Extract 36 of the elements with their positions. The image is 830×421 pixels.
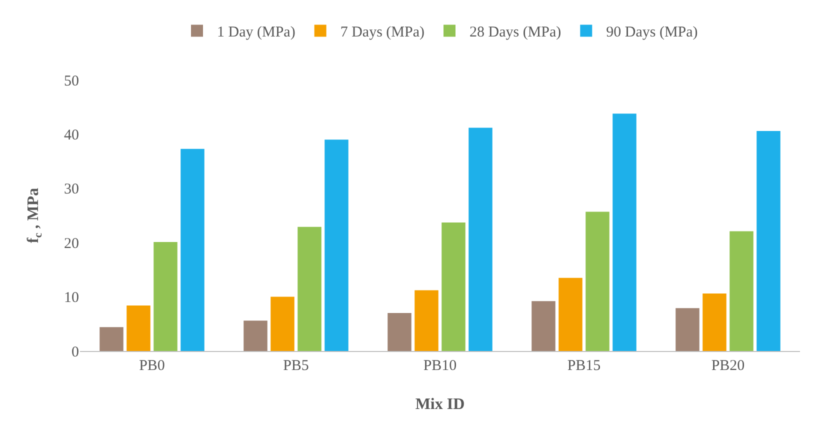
bar [180,148,204,351]
bar [756,130,780,351]
bar [414,290,438,351]
x-tick-label: PB0 [139,358,165,374]
bar [244,320,268,351]
bar [100,327,124,351]
legend-label: 90 Days (MPa) [606,24,698,41]
y-tick-label: 0 [72,344,79,360]
bar [586,212,610,351]
x-tick-label: PB20 [711,358,745,374]
bar [324,140,348,351]
bar [702,294,726,351]
y-tick-label: 20 [64,236,79,252]
bar [532,301,556,351]
y-tick-label: 50 [64,73,79,90]
legend-label: 1 Day (MPa) [217,24,296,41]
y-tick-label: 30 [64,182,79,198]
y-tick-label: 10 [64,290,79,306]
legend-label: 7 Days (MPa) [340,24,424,41]
x-tick-label: PB15 [567,358,601,374]
bar [558,278,582,351]
bar [270,296,294,351]
y-tick-label: 40 [64,127,79,144]
bar [442,222,466,351]
bar [298,226,322,351]
legend-label: 28 Days (MPa) [469,24,562,41]
bar [612,114,636,351]
bar [154,242,178,351]
bar [730,231,754,351]
bar [676,308,700,351]
x-tick-label: PB5 [283,358,309,374]
bar [388,313,412,351]
x-axis-title: Mix ID [415,396,465,413]
x-tick-label: PB10 [423,358,457,374]
bar [468,128,492,351]
bar [126,305,150,351]
